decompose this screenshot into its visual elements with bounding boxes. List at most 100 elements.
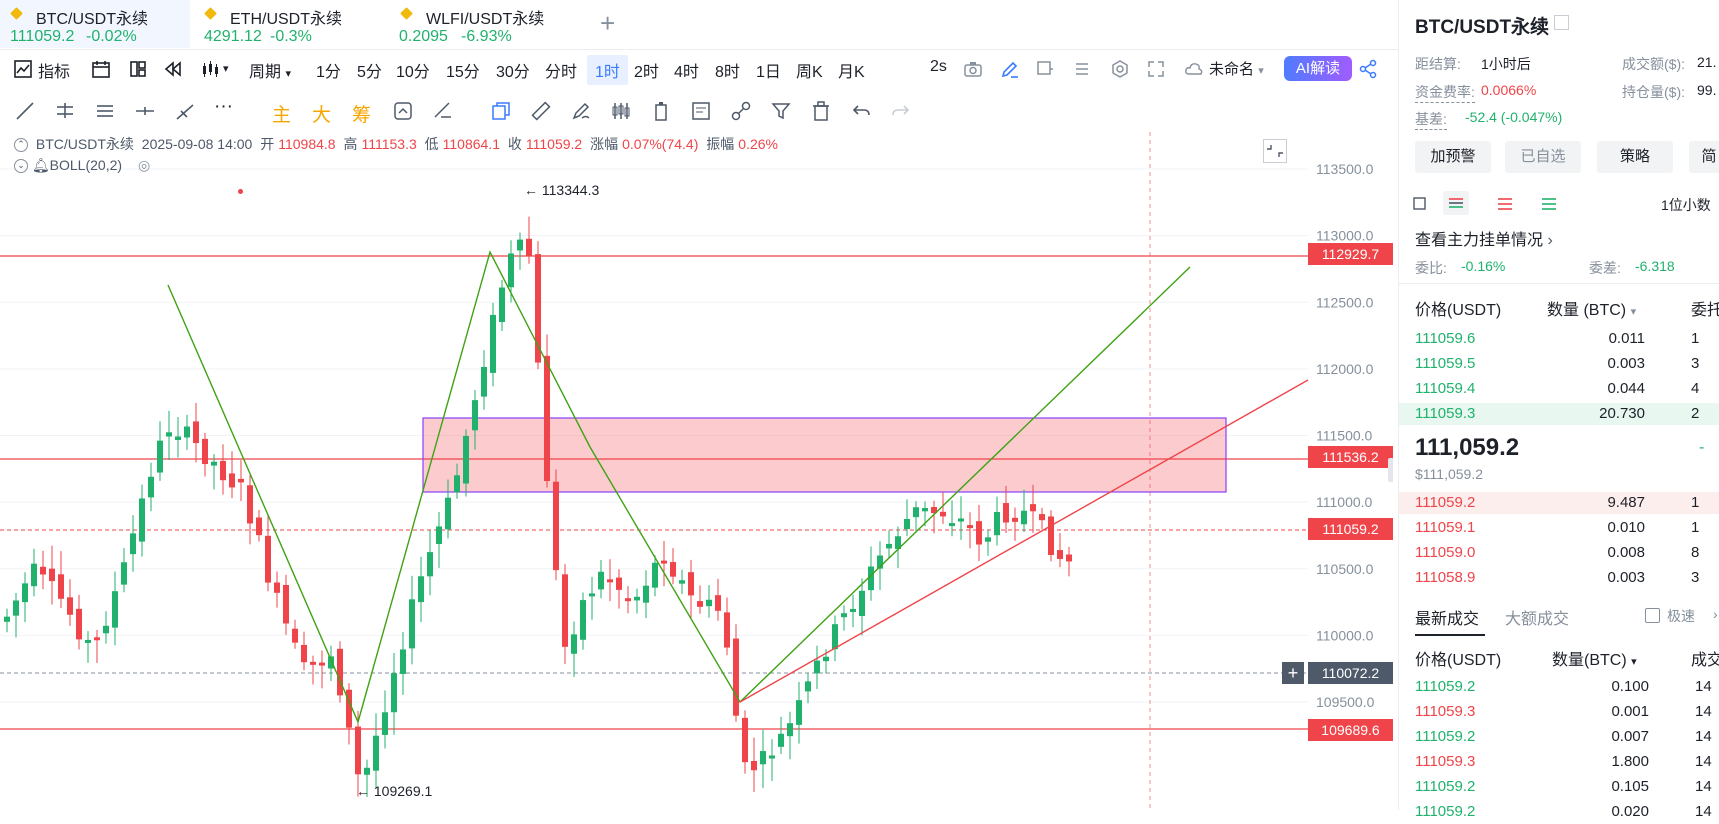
brush-icon[interactable] [570, 100, 592, 122]
kline-chart[interactable]: ← 113344.3 ← 109269.1 113500.0 113000.0 11… [0, 132, 1393, 810]
ruler-icon[interactable] [530, 100, 552, 122]
compare-icon[interactable] [392, 100, 414, 122]
candle-body[interactable] [994, 511, 1000, 536]
candle-body[interactable] [157, 440, 163, 473]
note-icon[interactable] [690, 100, 712, 122]
candle-body[interactable] [346, 689, 352, 728]
eye-hide-icon[interactable]: ◎ [137, 157, 151, 173]
candle-body[interactable] [130, 533, 136, 555]
candle-body[interactable] [418, 576, 424, 603]
candle-body[interactable] [193, 421, 199, 444]
orderbook-row[interactable]: 111059.5 0.003 3 [1415, 355, 1700, 372]
candle-body[interactable] [22, 583, 28, 603]
horizontal-lines-icon[interactable] [94, 100, 116, 122]
candle-body[interactable] [382, 712, 388, 735]
candle-body[interactable] [355, 726, 361, 775]
candle-body[interactable] [976, 521, 982, 545]
candle-body[interactable] [697, 601, 703, 607]
candle-body[interactable] [985, 537, 991, 542]
candle-body[interactable] [904, 518, 910, 530]
interval-timeline[interactable]: 分时 [545, 64, 578, 81]
orderbook-row[interactable]: 111058.9 0.003 3 [1415, 569, 1700, 586]
candle-body[interactable] [202, 438, 208, 465]
collapse-boll-icon[interactable]: ⌄ [14, 159, 28, 174]
candle-body[interactable] [706, 599, 712, 607]
candle-body[interactable] [1012, 517, 1018, 522]
candle-body[interactable] [940, 511, 946, 517]
panel-collapse-handle[interactable] [1388, 458, 1393, 482]
candle-body[interactable] [544, 355, 550, 482]
orderbook-mode-both-icon[interactable] [1411, 195, 1431, 213]
candle-body[interactable] [364, 767, 370, 775]
more-tools-icon[interactable]: ··· [214, 96, 233, 117]
candle-body[interactable] [103, 625, 109, 634]
candle-body[interactable] [751, 760, 757, 771]
candle-body[interactable] [715, 595, 721, 611]
add-tab-icon[interactable]: + [600, 8, 616, 38]
candle-body[interactable] [679, 580, 685, 584]
candle-body[interactable] [814, 660, 820, 674]
candle-body[interactable] [868, 566, 874, 591]
candle-body[interactable] [850, 608, 856, 612]
copy-icon[interactable] [490, 100, 512, 122]
list-icon[interactable] [1072, 59, 1092, 79]
horizontal-line-icon[interactable] [134, 100, 156, 122]
candle-body[interactable] [949, 523, 955, 527]
candle-body[interactable] [13, 600, 19, 616]
link-icon[interactable] [730, 100, 752, 122]
candle-body[interactable] [337, 648, 343, 696]
candle-body[interactable] [526, 238, 532, 256]
add-alert-icon[interactable]: + [1282, 662, 1304, 684]
interval-15m[interactable]: 15分 [446, 64, 480, 81]
candle-body[interactable] [832, 624, 838, 650]
candle-body[interactable] [319, 662, 325, 666]
candle-body[interactable] [229, 473, 235, 488]
depth-link[interactable]: 查看主力挂单情况 › [1415, 232, 1553, 249]
strategy-button[interactable]: 策略 [1597, 141, 1673, 173]
orderbook-row[interactable]: 111059.0 0.008 8 [1415, 544, 1700, 561]
favorited-button[interactable]: 已自选 [1505, 141, 1581, 173]
filter-icon[interactable] [770, 100, 792, 122]
candle-body[interactable] [913, 507, 919, 518]
candle-body[interactable] [400, 649, 406, 674]
candle-body[interactable] [211, 461, 217, 466]
interval-1d[interactable]: 1日 [756, 64, 781, 81]
candle-body[interactable] [535, 254, 541, 363]
candle-body[interactable] [283, 584, 289, 624]
candle-body[interactable] [670, 562, 676, 577]
candle-body[interactable] [31, 563, 37, 587]
precision-select[interactable]: 1位小数 [1661, 197, 1711, 213]
candle-body[interactable] [58, 574, 64, 599]
candle-body[interactable] [184, 426, 190, 438]
funding-label[interactable]: 资金费率: [1415, 82, 1475, 103]
chip-button[interactable]: 筹 [352, 105, 372, 126]
trash-icon[interactable] [810, 100, 832, 122]
candle-body[interactable] [634, 596, 640, 601]
candle-body[interactable] [40, 566, 46, 575]
basis-label[interactable]: 基差: [1415, 109, 1447, 130]
interval-1m[interactable]: 1分 [316, 64, 341, 81]
candle-body[interactable] [148, 476, 154, 498]
ai-interpret-button[interactable]: AI解读 [1284, 56, 1352, 81]
orderbook-row[interactable]: 111059.4 0.044 4 [1415, 380, 1700, 397]
interval-10m[interactable]: 10分 [396, 64, 430, 81]
candle-body[interactable] [652, 562, 658, 588]
tab-wlfi[interactable]: WLFI/USDT永续 0.2095 -6.93% [386, 0, 576, 48]
refresh-rate[interactable]: 2s [930, 58, 947, 75]
tab-large-trades[interactable]: 大额成交 [1505, 611, 1570, 628]
add-alert-button[interactable]: 加预警 [1415, 141, 1491, 173]
fast-checkbox[interactable] [1645, 608, 1660, 623]
interval-4h[interactable]: 4时 [674, 64, 699, 81]
redo-icon[interactable] [890, 100, 912, 122]
trend-line-icon[interactable] [14, 100, 36, 122]
tab-latest-trades[interactable]: 最新成交 [1415, 611, 1480, 628]
candle-body[interactable] [166, 432, 172, 437]
orderbook-mode-bids-icon[interactable] [1539, 195, 1559, 213]
candle-body[interactable] [463, 435, 469, 484]
candle-body[interactable] [787, 723, 793, 737]
candle-body[interactable] [724, 612, 730, 648]
candle-body[interactable] [445, 497, 451, 530]
candle-body[interactable] [67, 597, 73, 615]
candle-body[interactable] [625, 598, 631, 602]
candle-body[interactable] [769, 755, 775, 759]
